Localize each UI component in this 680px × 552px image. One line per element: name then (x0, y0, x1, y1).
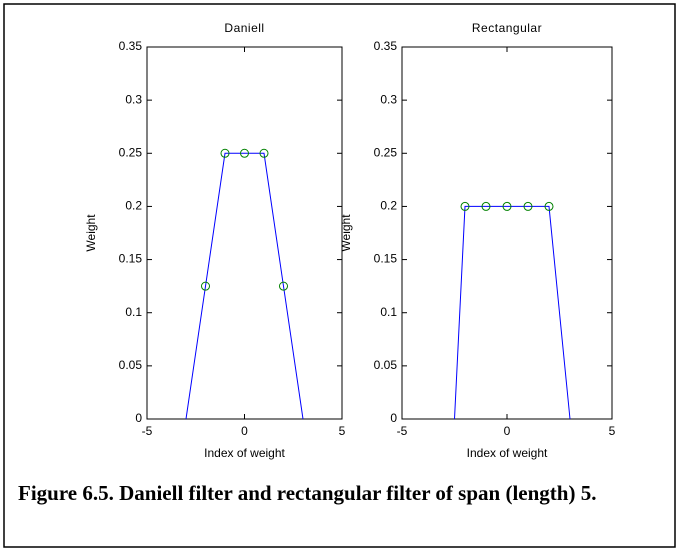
x-axis-label: Index of weight (204, 446, 285, 460)
x-tick-label: 5 (339, 424, 346, 438)
y-tick-label: 0.15 (119, 252, 143, 266)
x-tick-label: -5 (142, 424, 153, 438)
x-tick-label: 0 (241, 424, 248, 438)
y-tick-label: 0 (135, 411, 142, 425)
x-tick-label: -5 (397, 424, 408, 438)
chart-title: Rectangular (472, 21, 542, 35)
y-axis-label: Weight (339, 214, 353, 252)
x-tick-label: 0 (504, 424, 511, 438)
chart-title: Daniell (224, 21, 264, 35)
y-tick-label: 0.3 (380, 92, 397, 106)
marker (240, 148, 249, 158)
axes-box (146, 46, 343, 420)
data-line (185, 152, 304, 420)
data-line (454, 205, 571, 420)
marker (201, 281, 210, 291)
figure-border (3, 3, 676, 548)
y-tick-label: 0.35 (374, 39, 398, 53)
y-tick-label: 0 (390, 411, 397, 425)
y-tick-label: 0.05 (374, 358, 398, 372)
marker (279, 281, 288, 291)
marker (259, 148, 269, 158)
caption: Figure 6.5. Daniell filter and rectangul… (18, 481, 597, 505)
marker (460, 201, 470, 211)
y-tick-label: 0.25 (119, 145, 143, 159)
y-tick-label: 0.3 (125, 92, 142, 106)
y-tick-label: 0.2 (125, 199, 142, 213)
y-tick-label: 0.05 (119, 358, 143, 372)
axes-box (401, 46, 613, 420)
y-tick-label: 0.25 (374, 145, 398, 159)
marker (502, 201, 512, 211)
y-tick-label: 0.15 (374, 252, 398, 266)
marker (523, 201, 533, 211)
y-tick-label: 0.2 (380, 199, 397, 213)
x-axis-label: Index of weight (467, 446, 548, 460)
y-axis-label: Weight (84, 214, 98, 252)
marker (220, 148, 230, 158)
x-tick-label: 5 (609, 424, 616, 438)
marker (481, 201, 491, 211)
y-tick-label: 0.1 (125, 305, 142, 319)
y-tick-label: 0.1 (380, 305, 397, 319)
marker (544, 201, 554, 211)
y-tick-label: 0.35 (119, 39, 143, 53)
